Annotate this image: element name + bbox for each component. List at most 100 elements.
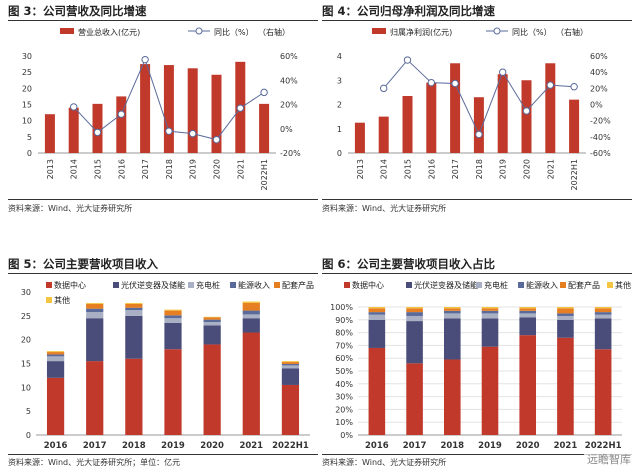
legend-swatch [274,282,280,288]
stacked-bar-segment [481,307,499,309]
legend-label: 配套产品 [282,280,314,290]
y-tick-label: 90% [335,316,353,325]
stacked-bar-segment [86,302,104,304]
stacked-bar-segment [406,315,423,322]
bar [354,122,365,153]
stacked-bar-segment [481,346,499,435]
bar [497,74,508,153]
y-right-tick-label: 60% [590,52,608,61]
stacked-bar-segment [203,319,221,323]
stacked-bar-segment [125,303,143,308]
x-tick-label: 2020 [523,159,532,179]
chart-title: 图 4：公司归母净利润及同比增速 [322,4,496,18]
legend-label: 数据中心 [54,280,86,290]
legend-label: 其他 [54,295,70,305]
legend-label-right-axis: （右轴） [258,27,290,37]
chart-panel-net-profit: 图 4：公司归母净利润及同比增速 归属净利润(亿元) 同比（%） （右轴） 0 1 2 3 4… [322,0,634,215]
y-right-tick-label: -60% [590,149,611,158]
bar [521,80,532,153]
legend-label: 配套产品 [568,280,600,290]
y-tick-label: 0 [26,431,31,440]
y-tick-label: 20 [21,336,31,345]
stacked-bar-segment [406,308,423,313]
stacked-bar-segment [46,356,65,362]
bar [545,63,556,153]
stacked-bar-segment [519,310,537,314]
legend-swatch [113,282,119,288]
y-tick-label: 15 [21,360,31,369]
source-note: 资料来源：Wind、光大证券研究所 [322,458,447,467]
stacked-bar-segment [594,349,612,435]
stacked-bar-segment [557,319,574,338]
stacked-bar-segment [203,344,221,435]
stacked-bar-segment [368,308,386,313]
y-tick-label: 1 [337,125,342,134]
legend-marker-line [195,27,203,35]
x-tick-label: 2020 [200,441,224,451]
line-point [141,55,149,64]
legend-swatch [607,282,613,288]
stacked-bar-segment [281,368,300,385]
legend-swatch-bar [372,28,386,34]
x-tick-label: 2013 [46,159,55,179]
stacked-bar-segment [46,352,65,355]
y-tick-label: 60% [335,354,353,363]
legend-swatch [46,282,52,288]
stacked-bar-segment [164,309,182,311]
y-tick-label: 20% [335,405,353,414]
y-tick-label: 30 [22,52,32,61]
stacked-bar-segment [443,359,461,435]
legend-label: 光伏逆变器及储能 [414,280,478,290]
legend-swatch [230,282,236,288]
bar [44,114,55,153]
x-tick-label: 2015 [404,159,413,179]
x-tick-label: 2017 [403,441,427,451]
y-tick-label: 25 [22,68,32,77]
x-tick-label: 2019 [161,441,185,451]
source-note: 资料来源：Wind、光大证券研究所；单位：亿元 [8,458,181,467]
stacked-bar-segment [557,337,574,435]
x-tick-label: 2020 [516,441,540,451]
source-note: 资料来源：Wind、光大证券研究所 [8,204,133,213]
source-rule [8,199,318,200]
revenue-chart: 营业总收入(亿元) 同比（%） （右轴） 0 5 10 15 20 25 30 -20% 0% 20% 4… [22,27,301,190]
stacked-bar-segment [242,332,260,435]
bar [426,82,437,153]
bar [378,116,389,153]
title-rule [322,20,632,21]
x-tick-label: 2020 [213,159,222,179]
legend-label: 数据中心 [352,280,384,290]
legend-marker-line [493,27,501,35]
y-tick-label: 3 [337,76,342,85]
stacked-bar-segment [203,317,221,320]
chart-title: 图 5：公司主要营收项目收入 [8,257,159,271]
legend-label: 能源收入 [238,280,270,290]
x-tick-label: 2016 [117,159,126,179]
stacked-bar-segment [46,361,65,378]
y-right-tick-label: 60% [280,52,298,61]
chart-panel-segment-revenue: 图 5：公司主要营收项目收入 数据中心 光伏逆变器及储能 充电桩 能源收入 配套产品 其他… [8,256,320,472]
source-rule [322,454,632,455]
legend-swatch-bar [60,28,74,34]
line-point [212,135,221,144]
y-tick-label: 25 [21,312,31,321]
legend-label: 其他 [615,280,631,290]
line-point [236,104,245,112]
x-tick-label: 2016 [44,441,68,451]
stacked-bar-segment [281,362,300,364]
stacked-bar-segment [368,314,386,320]
stacked-bar-segment [443,307,461,309]
bar [259,103,270,153]
y-right-tick-label: 40% [280,76,298,85]
source-rule [322,199,632,200]
line-point [69,103,78,111]
x-tick-label: 2014 [70,159,79,179]
stacked-bar-segment [242,310,260,315]
x-tick-label: 2021 [546,159,555,179]
y-tick-label: 5 [27,133,32,142]
y-tick-label: 20 [22,84,32,93]
x-tick-label: 2015 [94,159,103,179]
legend-label: 能源收入 [526,280,558,290]
stacked-bar-segment [519,313,537,318]
x-tick-label: 2022H1 [260,159,269,190]
